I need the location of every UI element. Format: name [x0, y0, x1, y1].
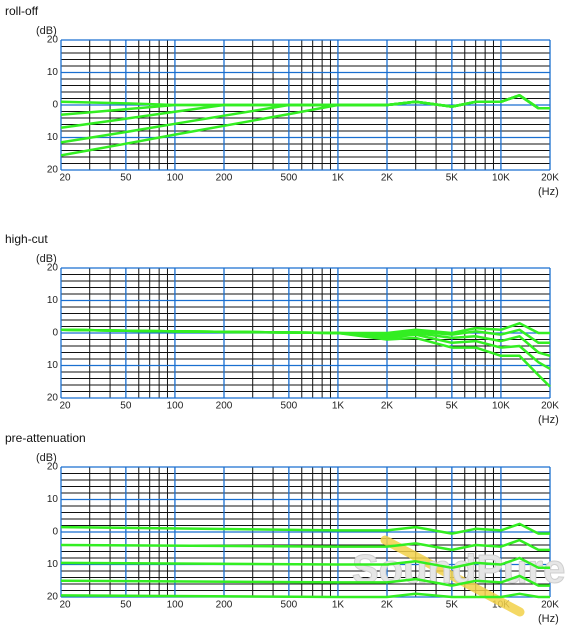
- x-axis-label: (Hz): [538, 414, 559, 426]
- y-tick-label: 20: [47, 592, 59, 603]
- x-tick-label: 5K: [446, 401, 459, 412]
- x-axis-label: (Hz): [538, 613, 559, 625]
- x-tick-label: 20: [59, 401, 71, 412]
- x-tick-label: 2K: [381, 401, 394, 412]
- y-tick-label: 20: [47, 393, 59, 404]
- x-tick-label: 1K: [332, 600, 345, 611]
- x-tick-label: 100: [167, 600, 184, 611]
- y-axis-label: (dB): [36, 253, 57, 265]
- x-tick-label: 1K: [332, 173, 345, 184]
- y-tick-label: 10: [47, 295, 59, 306]
- x-tick-label: 200: [216, 173, 233, 184]
- x-tick-label: 500: [281, 600, 298, 611]
- curves: [60, 94, 551, 599]
- response-curve: [60, 556, 550, 570]
- response-curve: [60, 328, 551, 388]
- grids: roll-off(dB)(Hz)20 50 100 200 500 1K 2K 5K 10K 20…: [5, 4, 559, 625]
- y-tick-label: 0: [52, 527, 58, 538]
- x-tick-label: 2K: [381, 173, 394, 184]
- watermark-swoosh: [380, 535, 525, 617]
- x-tick-label: 20: [59, 600, 71, 611]
- x-tick-label: 5K: [446, 173, 459, 184]
- response-curve: [60, 592, 550, 599]
- x-tick-label: 1K: [332, 401, 345, 412]
- y-axis-label: (dB): [36, 452, 57, 464]
- y-tick-label: 20: [47, 165, 59, 176]
- response-curve: [60, 94, 550, 157]
- response-curve: [60, 522, 550, 535]
- x-tick-label: 2K: [381, 600, 394, 611]
- y-tick-label: 10: [47, 360, 59, 371]
- y-tick-label: 0: [52, 100, 58, 111]
- x-tick-label: 10K: [492, 173, 510, 184]
- x-tick-label: 50: [120, 401, 132, 412]
- response-curve: [60, 538, 550, 552]
- x-tick-label: 100: [167, 401, 184, 412]
- chart-title: roll-off: [5, 4, 39, 18]
- x-tick-label: 20K: [541, 600, 559, 611]
- x-tick-label: 50: [120, 173, 132, 184]
- chart-title: pre-attenuation: [5, 431, 86, 445]
- x-tick-label: 20K: [541, 401, 559, 412]
- x-tick-label: 5K: [446, 600, 459, 611]
- x-tick-label: 500: [281, 401, 298, 412]
- y-tick-label: 10: [47, 67, 59, 78]
- x-tick-label: 100: [167, 173, 184, 184]
- x-tick-label: 10K: [492, 401, 510, 412]
- x-tick-label: 200: [216, 600, 233, 611]
- x-tick-label: 500: [281, 173, 298, 184]
- y-tick-label: 10: [47, 494, 59, 505]
- y-tick-label: 0: [52, 328, 58, 339]
- y-tick-label: 20: [47, 462, 59, 473]
- x-axis-label: (Hz): [538, 186, 559, 198]
- y-tick-label: 10: [47, 559, 59, 570]
- x-tick-label: 20K: [541, 173, 559, 184]
- y-tick-label: 20: [47, 35, 59, 46]
- x-tick-label: 50: [120, 600, 132, 611]
- chart-title: high-cut: [5, 232, 48, 246]
- y-axis-label: (dB): [36, 25, 57, 37]
- y-tick-label: 20: [47, 263, 59, 274]
- x-tick-label: 200: [216, 401, 233, 412]
- response-curve: [60, 574, 550, 587]
- x-tick-label: 20: [59, 173, 71, 184]
- y-tick-label: 10: [47, 132, 59, 143]
